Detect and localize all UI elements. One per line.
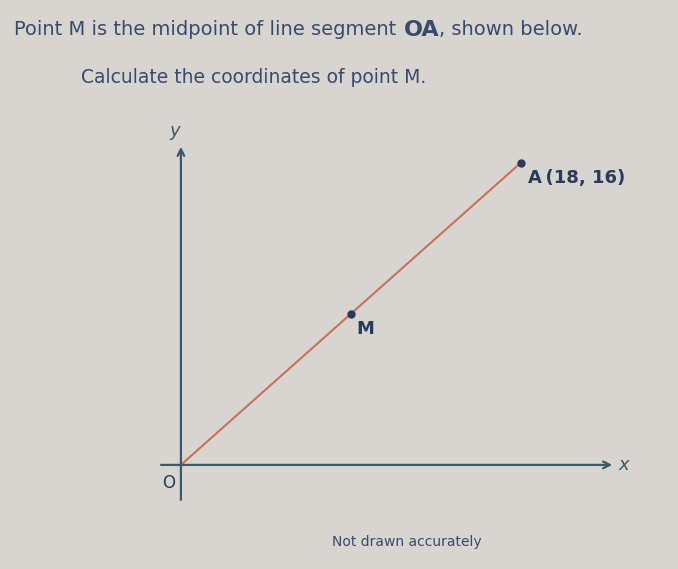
Text: Calculate the coordinates of point M.: Calculate the coordinates of point M. [81,68,426,87]
Text: Point M is the midpoint of line segment: Point M is the midpoint of line segment [14,20,402,39]
Text: O: O [162,475,175,492]
Text: x: x [619,456,629,474]
Text: y: y [170,122,180,141]
Text: M: M [357,320,374,337]
Text: , shown below.: , shown below. [439,20,583,39]
Text: Not drawn accurately: Not drawn accurately [332,535,481,549]
Text: OA: OA [403,20,439,40]
Text: A (18, 16): A (18, 16) [528,168,625,187]
